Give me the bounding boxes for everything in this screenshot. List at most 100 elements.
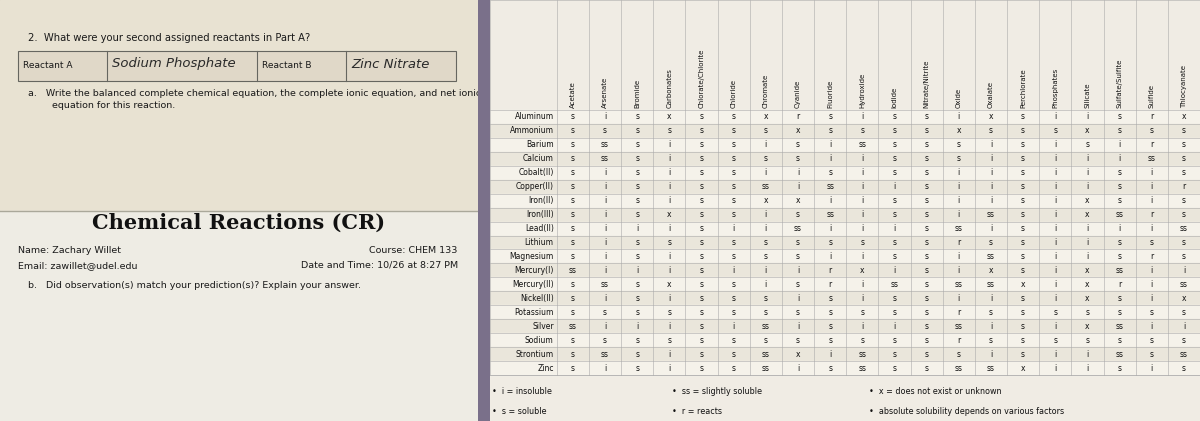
- Text: i: i: [1151, 196, 1153, 205]
- Text: s: s: [1117, 238, 1122, 247]
- Text: i: i: [1151, 168, 1153, 177]
- Text: s: s: [828, 168, 832, 177]
- Text: s: s: [796, 280, 800, 289]
- Text: r: r: [1150, 112, 1153, 122]
- Text: i: i: [668, 266, 671, 275]
- Text: i: i: [604, 196, 606, 205]
- Text: s: s: [571, 294, 575, 303]
- Text: s: s: [602, 308, 607, 317]
- Text: s: s: [989, 238, 992, 247]
- Text: s: s: [860, 126, 864, 136]
- Text: s: s: [796, 140, 800, 149]
- Text: Copper(II): Copper(II): [516, 182, 553, 191]
- Text: s: s: [1021, 126, 1025, 136]
- Text: s: s: [924, 210, 929, 219]
- Text: x: x: [1021, 280, 1025, 289]
- Text: s: s: [893, 294, 896, 303]
- Text: s: s: [924, 349, 929, 359]
- Text: ss: ss: [955, 280, 962, 289]
- Text: s: s: [700, 363, 703, 373]
- Text: ss: ss: [569, 266, 577, 275]
- Text: x: x: [1085, 294, 1090, 303]
- Text: s: s: [893, 126, 896, 136]
- Text: i: i: [1151, 224, 1153, 233]
- Text: s: s: [700, 294, 703, 303]
- Text: ss: ss: [986, 210, 995, 219]
- Text: s: s: [924, 182, 929, 191]
- Text: i: i: [604, 266, 606, 275]
- Text: x: x: [1085, 280, 1090, 289]
- Text: s: s: [924, 294, 929, 303]
- Text: i: i: [1054, 363, 1056, 373]
- Text: s: s: [700, 336, 703, 345]
- Text: x: x: [1085, 196, 1090, 205]
- Text: s: s: [989, 336, 992, 345]
- Text: s: s: [571, 280, 575, 289]
- Text: ss: ss: [986, 252, 995, 261]
- Bar: [0, 211, 478, 421]
- Text: s: s: [571, 168, 575, 177]
- Text: s: s: [571, 210, 575, 219]
- Text: i: i: [636, 266, 638, 275]
- Bar: [490, 194, 1200, 208]
- Text: x: x: [796, 126, 800, 136]
- Text: s: s: [893, 363, 896, 373]
- Bar: [490, 305, 1200, 319]
- Text: r: r: [828, 280, 832, 289]
- Text: i: i: [1054, 224, 1056, 233]
- Text: s: s: [1021, 336, 1025, 345]
- Text: i: i: [1054, 252, 1056, 261]
- Text: s: s: [1086, 140, 1090, 149]
- Text: s: s: [667, 126, 671, 136]
- Text: s: s: [602, 336, 607, 345]
- Text: i: i: [990, 140, 992, 149]
- Text: i: i: [862, 168, 863, 177]
- Text: ss: ss: [955, 363, 962, 373]
- Text: s: s: [1117, 294, 1122, 303]
- Text: s: s: [1182, 238, 1186, 247]
- Text: s: s: [667, 308, 671, 317]
- Text: i: i: [958, 168, 960, 177]
- Text: s: s: [763, 252, 768, 261]
- Text: s: s: [796, 210, 800, 219]
- Text: i: i: [958, 210, 960, 219]
- Text: ss: ss: [1116, 349, 1123, 359]
- Text: •  i = insoluble: • i = insoluble: [492, 386, 552, 395]
- Text: s: s: [796, 238, 800, 247]
- Text: i: i: [797, 363, 799, 373]
- Bar: [490, 152, 1200, 166]
- Text: ss: ss: [858, 349, 866, 359]
- Text: s: s: [1021, 294, 1025, 303]
- Text: •  ss = slightly soluble: • ss = slightly soluble: [672, 386, 762, 395]
- Text: s: s: [1021, 168, 1025, 177]
- Text: Cobalt(II): Cobalt(II): [518, 168, 553, 177]
- Text: i: i: [668, 196, 671, 205]
- Text: x: x: [667, 210, 672, 219]
- Text: s: s: [893, 336, 896, 345]
- Text: r: r: [1150, 252, 1153, 261]
- Text: i: i: [990, 294, 992, 303]
- Text: s: s: [700, 224, 703, 233]
- Text: s: s: [828, 112, 832, 122]
- Text: i: i: [668, 155, 671, 163]
- Text: i: i: [604, 294, 606, 303]
- Text: s: s: [1182, 363, 1186, 373]
- Text: s: s: [893, 196, 896, 205]
- Text: s: s: [893, 210, 896, 219]
- Text: i: i: [668, 349, 671, 359]
- Text: s: s: [1021, 182, 1025, 191]
- Text: i: i: [1054, 196, 1056, 205]
- Text: s: s: [700, 182, 703, 191]
- Text: ss: ss: [858, 363, 866, 373]
- Text: s: s: [924, 252, 929, 261]
- Text: s: s: [1117, 196, 1122, 205]
- Text: s: s: [924, 155, 929, 163]
- Text: Magnesium: Magnesium: [510, 252, 553, 261]
- Text: s: s: [828, 126, 832, 136]
- Text: Acetate: Acetate: [570, 81, 576, 108]
- Text: s: s: [989, 126, 992, 136]
- Text: s: s: [1150, 308, 1153, 317]
- Text: Strontium: Strontium: [516, 349, 553, 359]
- Text: i: i: [764, 224, 767, 233]
- Text: Nickel(II): Nickel(II): [520, 294, 553, 303]
